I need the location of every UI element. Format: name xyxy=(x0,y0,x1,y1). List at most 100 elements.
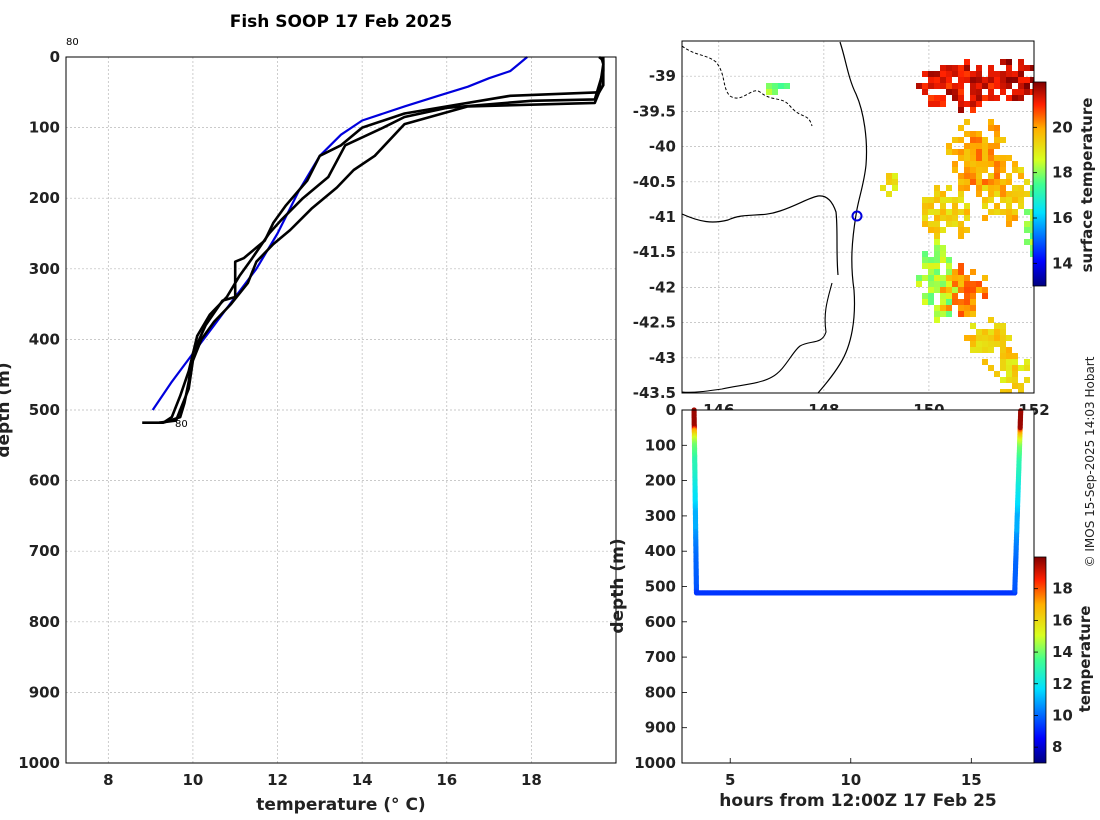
sst-pixel xyxy=(940,101,946,107)
coastline-victoria xyxy=(682,195,839,276)
profile-ytick-label: 1000 xyxy=(18,754,60,772)
sst-pixel xyxy=(964,119,970,125)
sst-pixel xyxy=(964,179,970,185)
sst-pixel xyxy=(982,287,988,293)
sst-pixel xyxy=(1006,377,1012,383)
sst-pixel xyxy=(982,215,988,221)
sst-pixel xyxy=(994,371,1000,377)
sst-pixel xyxy=(994,185,1000,191)
sst-pixel xyxy=(1018,365,1024,371)
sst-pixel xyxy=(1012,71,1018,77)
sst-pixel xyxy=(928,203,934,209)
temperature-colorbar-ticks: 8 10 12 14 16 18 xyxy=(1034,580,1073,756)
depth-time-chart: 5 10 15 0 100 200 300 400 500 600 700 800 900 1000 ho… xyxy=(608,401,1094,811)
sst-pixel xyxy=(934,269,940,275)
sst-colorbar-tick-label: 20 xyxy=(1052,118,1073,136)
sst-map: 146148150152-39-39.5-40-40.5-41-41.5-42-… xyxy=(633,40,1096,419)
section-xtick-label: 10 xyxy=(840,771,861,789)
sst-pixel xyxy=(970,293,976,299)
sst-pixel xyxy=(976,101,982,107)
sst-pixel xyxy=(946,311,952,317)
sst-pixel xyxy=(988,125,994,131)
sst-pixel xyxy=(982,197,988,203)
sst-pixel xyxy=(994,191,1000,197)
section-background xyxy=(682,410,1034,763)
sst-pixel xyxy=(1012,185,1018,191)
sst-pixel xyxy=(970,95,976,101)
sst-pixel xyxy=(886,191,892,197)
sst-pixel xyxy=(970,299,976,305)
coastline-tasmania xyxy=(682,282,833,393)
sst-pixel xyxy=(964,287,970,293)
temperature-colorbar-tick-label: 10 xyxy=(1052,706,1073,724)
section-ticks: 5 10 15 0 100 200 300 400 500 600 700 800 900 1000 xyxy=(634,401,982,789)
sst-pixel xyxy=(958,305,964,311)
sst-pixel xyxy=(970,323,976,329)
sst-colorbar-tick-label: 14 xyxy=(1052,254,1073,272)
annotation-bottom: 80 xyxy=(175,419,188,430)
sst-pixel xyxy=(1012,377,1018,383)
sst-pixel xyxy=(946,83,952,89)
sst-pixel xyxy=(952,95,958,101)
sst-pixel xyxy=(994,341,1000,347)
map-ytick-label: -39.5 xyxy=(633,102,676,120)
series-climatology xyxy=(151,56,528,411)
sst-pixel xyxy=(952,89,958,95)
sst-colorbar xyxy=(1032,81,1047,287)
profile-series xyxy=(142,56,605,424)
temperature-colorbar-tick-label: 8 xyxy=(1052,738,1062,756)
sst-pixel xyxy=(1018,71,1024,77)
sst-pixel xyxy=(940,203,946,209)
sst-pixel xyxy=(958,173,964,179)
sst-pixel xyxy=(952,83,958,89)
sst-pixel xyxy=(784,83,790,89)
sst-pixel xyxy=(964,227,970,233)
sst-pixel xyxy=(946,197,952,203)
section-sample xyxy=(1018,408,1024,414)
sst-pixel xyxy=(1018,203,1024,209)
sst-pixel xyxy=(1024,89,1030,95)
sst-pixel xyxy=(1006,83,1012,89)
sst-pixel xyxy=(1030,77,1034,83)
sst-pixel xyxy=(994,323,1000,329)
sst-pixel xyxy=(928,257,934,263)
sst-pixel xyxy=(988,365,994,371)
sst-pixel xyxy=(940,311,946,317)
sst-pixel xyxy=(934,233,940,239)
sst-pixel xyxy=(934,263,940,269)
sst-pixel xyxy=(952,203,958,209)
sst-pixel xyxy=(1000,335,1006,341)
sst-pixel xyxy=(964,215,970,221)
sst-pixel xyxy=(976,191,982,197)
sst-pixel xyxy=(934,257,940,263)
sst-pixel xyxy=(988,71,994,77)
sst-pixel xyxy=(940,299,946,305)
sst-pixel xyxy=(778,83,784,89)
sst-pixel xyxy=(970,335,976,341)
sst-pixel xyxy=(994,167,1000,173)
sst-pixel xyxy=(1006,389,1012,393)
sst-pixel xyxy=(994,131,1000,137)
sst-pixel xyxy=(970,131,976,137)
sst-pixel xyxy=(934,191,940,197)
profile-ytick-label: 800 xyxy=(29,613,60,631)
sst-pixel xyxy=(1006,191,1012,197)
sst-pixel xyxy=(928,263,934,269)
sst-pixel xyxy=(934,185,940,191)
sst-pixel xyxy=(1030,191,1034,197)
sst-pixel xyxy=(886,173,892,179)
sst-pixel xyxy=(988,65,994,71)
map-ytick-label: -39 xyxy=(649,67,676,85)
sst-pixel xyxy=(922,275,928,281)
section-ytick-label: 200 xyxy=(645,472,676,490)
sst-pixel xyxy=(1018,65,1024,71)
sst-pixel xyxy=(946,305,952,311)
sst-pixel xyxy=(976,77,982,83)
sst-pixel xyxy=(964,281,970,287)
sst-pixel xyxy=(976,329,982,335)
sst-pixel xyxy=(952,287,958,293)
sst-pixel xyxy=(1012,215,1018,221)
section-ytick-label: 400 xyxy=(645,542,676,560)
sst-pixel xyxy=(994,329,1000,335)
sst-pixel xyxy=(1000,161,1006,167)
